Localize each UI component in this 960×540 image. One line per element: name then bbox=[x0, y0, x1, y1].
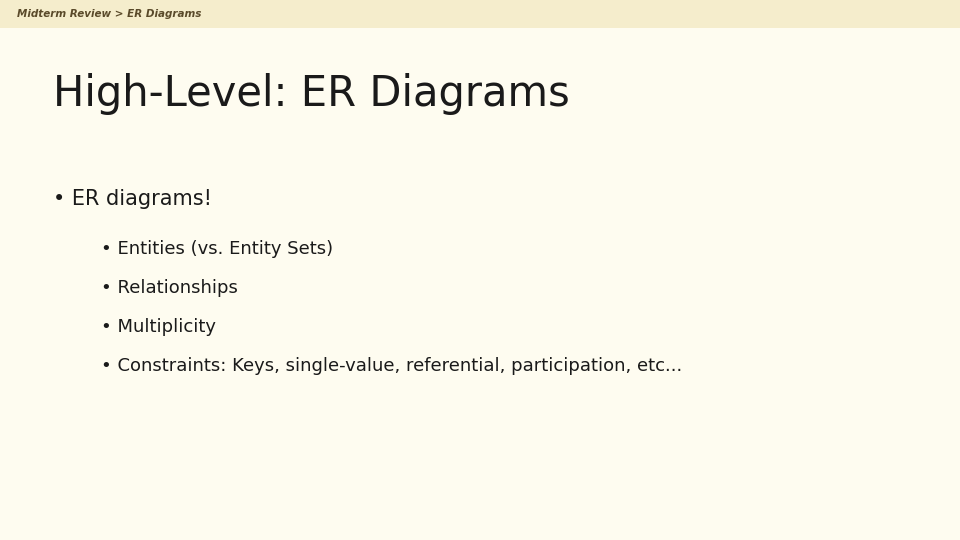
Text: • Multiplicity: • Multiplicity bbox=[101, 318, 216, 336]
Text: Midterm Review > ER Diagrams: Midterm Review > ER Diagrams bbox=[17, 9, 202, 19]
Text: • ER diagrams!: • ER diagrams! bbox=[53, 189, 212, 209]
Text: • Entities (vs. Entity Sets): • Entities (vs. Entity Sets) bbox=[101, 240, 333, 258]
Text: • Constraints: Keys, single-value, referential, participation, etc...: • Constraints: Keys, single-value, refer… bbox=[101, 357, 682, 375]
Text: • Relationships: • Relationships bbox=[101, 279, 238, 297]
Text: High-Level: ER Diagrams: High-Level: ER Diagrams bbox=[53, 73, 569, 115]
FancyBboxPatch shape bbox=[0, 0, 960, 28]
